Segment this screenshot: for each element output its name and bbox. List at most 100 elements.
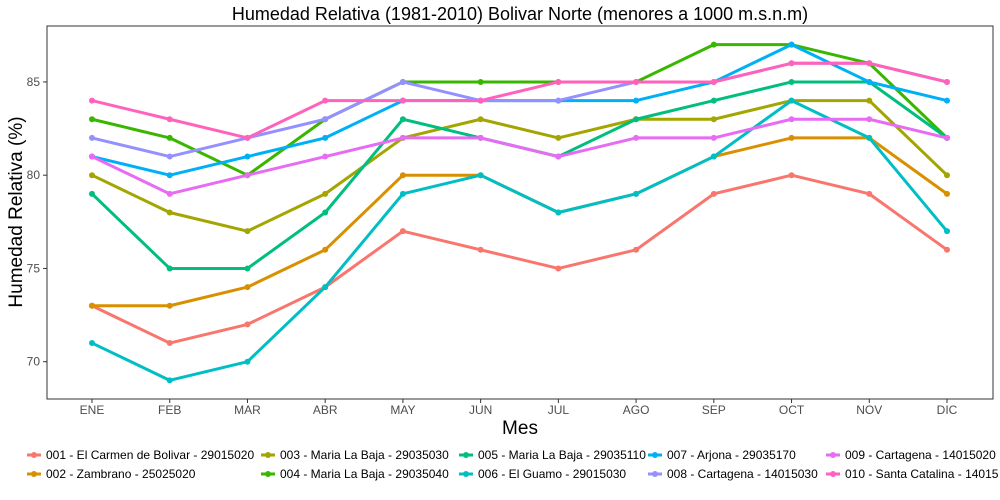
legend-key-point	[652, 452, 658, 458]
data-point	[710, 190, 717, 197]
data-point	[89, 302, 95, 309]
data-point	[710, 116, 717, 123]
data-point	[166, 265, 173, 272]
data-point	[477, 134, 484, 141]
data-point	[944, 190, 950, 197]
data-point	[866, 116, 873, 123]
data-point	[89, 153, 95, 160]
data-point	[166, 190, 173, 197]
data-point	[322, 190, 329, 197]
legend-key-point	[31, 452, 37, 458]
legend-item: 007 - Arjona - 29035170	[648, 448, 796, 462]
y-tick-label: 85	[27, 75, 41, 89]
y-tick-label: 75	[27, 261, 41, 275]
data-point	[944, 172, 950, 179]
legend-label: 004 - Maria La Baja - 29035040	[280, 467, 449, 481]
legend-item: 002 - Zambrano - 25025020	[27, 467, 196, 481]
x-tick-label: JUL	[548, 403, 570, 417]
legend-key-point	[265, 471, 271, 477]
legend-label: 001 - El Carmen de Bolivar - 29015020	[46, 448, 254, 462]
data-point	[633, 78, 640, 85]
data-point	[244, 321, 251, 328]
data-point	[866, 190, 873, 197]
data-point	[555, 265, 562, 272]
data-point	[399, 97, 406, 104]
legend-key-point	[830, 471, 836, 477]
data-point	[788, 78, 795, 85]
series-line	[90, 99, 949, 382]
data-point	[555, 153, 562, 160]
data-point	[166, 172, 173, 179]
legend-item: 001 - El Carmen de Bolivar - 29015020	[27, 448, 254, 462]
data-point	[322, 209, 329, 216]
data-point	[399, 78, 406, 85]
data-point	[944, 246, 950, 253]
data-point	[866, 60, 873, 67]
series-line	[90, 61, 949, 140]
y-tick-label: 70	[27, 355, 41, 369]
series-line	[90, 99, 949, 233]
legend: 001 - El Carmen de Bolivar - 29015020 002…	[27, 448, 999, 481]
data-point	[944, 228, 950, 235]
data-point	[555, 78, 562, 85]
data-point	[788, 97, 795, 104]
data-point	[788, 116, 795, 123]
legend-label: 008 - Cartagena - 14015030	[667, 467, 818, 481]
data-point	[89, 116, 95, 123]
x-tick-label: AGO	[623, 403, 650, 417]
legend-item: 005 - Maria La Baja - 29035110	[459, 448, 646, 462]
data-point	[166, 134, 173, 141]
data-point	[244, 358, 251, 365]
data-point	[477, 172, 484, 179]
data-point	[555, 134, 562, 141]
data-point	[89, 340, 95, 347]
x-tick-label: SEP	[702, 403, 726, 417]
y-axis: 70 75 80 85	[27, 75, 47, 369]
data-point	[555, 97, 562, 104]
data-point	[710, 41, 717, 48]
data-point	[633, 97, 640, 104]
x-tick-label: ENE	[80, 403, 105, 417]
data-point	[633, 134, 640, 141]
legend-key-point	[463, 452, 469, 458]
x-tick-label: JUN	[469, 403, 492, 417]
x-axis: ENE FEB MAR ABR MAY JUN JUL AGO SEP OCT NOV DIC	[80, 399, 958, 417]
data-point	[322, 116, 329, 123]
series-line	[90, 117, 949, 196]
data-point	[166, 302, 173, 309]
data-point	[244, 284, 251, 291]
legend-item: 010 - Santa Catalina - 14015	[826, 467, 999, 481]
legend-item: 004 - Maria La Baja - 29035040	[261, 467, 449, 481]
data-point	[166, 116, 173, 123]
data-point	[399, 228, 406, 235]
legend-label: 003 - Maria La Baja - 29035030	[280, 448, 449, 462]
legend-label: 007 - Arjona - 29035170	[667, 448, 796, 462]
data-point	[788, 134, 795, 141]
data-point	[89, 134, 95, 141]
legend-key-point	[265, 452, 271, 458]
series-layer	[89, 41, 950, 384]
data-point	[322, 153, 329, 160]
data-point	[322, 134, 329, 141]
data-point	[866, 97, 873, 104]
data-point	[944, 78, 950, 85]
y-tick-label: 80	[27, 168, 41, 182]
series-9	[89, 116, 950, 197]
data-point	[166, 340, 173, 347]
data-point	[166, 153, 173, 160]
data-point	[322, 97, 329, 104]
legend-item: 008 - Cartagena - 14015030	[648, 467, 818, 481]
data-point	[633, 246, 640, 253]
x-tick-label: NOV	[856, 403, 882, 417]
data-point	[944, 97, 950, 104]
data-point	[710, 97, 717, 104]
data-point	[89, 97, 95, 104]
series-line	[90, 173, 949, 345]
data-point	[244, 153, 251, 160]
legend-key-point	[31, 471, 37, 477]
x-tick-label: ABR	[313, 403, 338, 417]
data-point	[710, 78, 717, 85]
legend-item: 006 - El Guamo - 29015030	[459, 467, 626, 481]
legend-label: 002 - Zambrano - 25025020	[46, 467, 196, 481]
y-axis-title: Humedad Relativa (%)	[6, 116, 27, 307]
